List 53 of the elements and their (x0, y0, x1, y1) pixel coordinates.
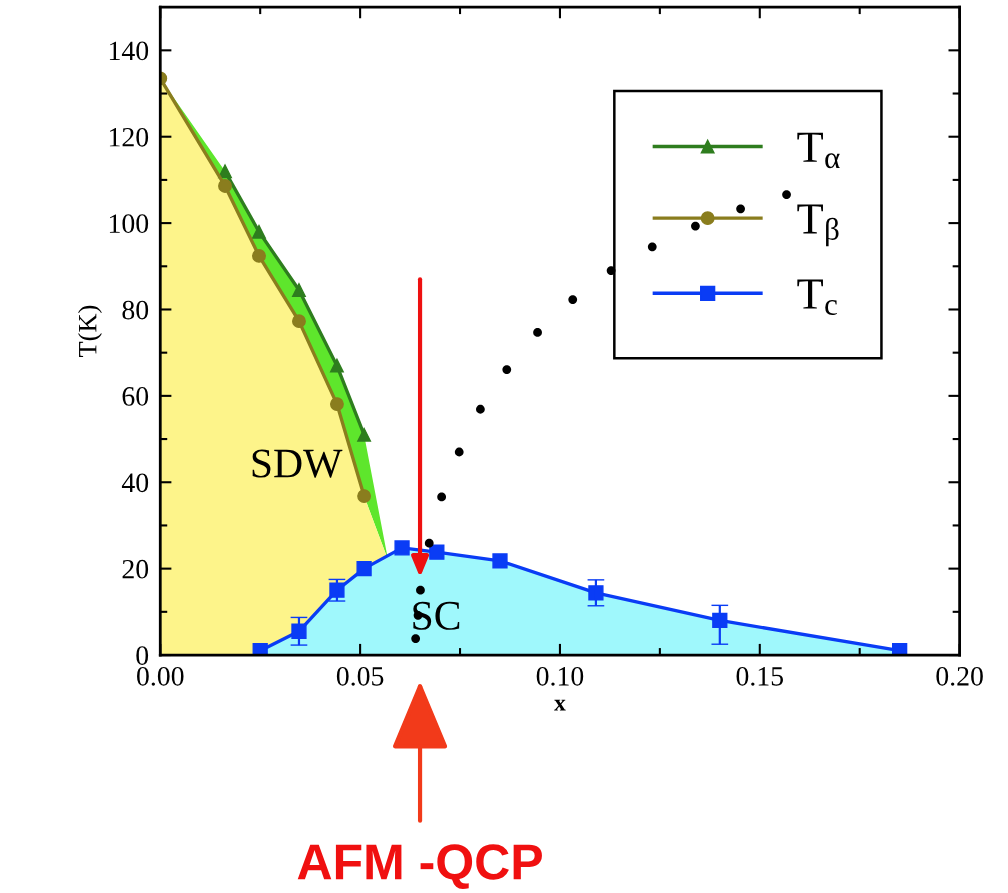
point (502, 365, 512, 374)
x-tick-label: 0.00 (137, 666, 184, 686)
annotation: SDW (252, 449, 343, 478)
x-tick-label: 0.20 (936, 666, 983, 686)
point (292, 283, 306, 297)
y-tick-label: 60 (122, 387, 149, 406)
point (416, 585, 425, 595)
point (356, 560, 372, 577)
point (437, 492, 447, 502)
y-tick-label: 80 (122, 300, 149, 320)
y-tick-label: 140 (109, 41, 149, 61)
point (329, 358, 344, 373)
legend-label: T$_{β}$ (797, 204, 839, 247)
point (329, 397, 344, 412)
x-tick-label: 0.10 (536, 666, 584, 686)
y-tick-label: 0 (136, 646, 149, 665)
y-tick-label: 100 (109, 214, 149, 234)
legend-label: T$_{c}$ (797, 279, 837, 316)
point (892, 643, 908, 656)
x-tick-label: 0.15 (736, 666, 783, 686)
point (394, 540, 410, 556)
point (357, 489, 372, 504)
point (252, 248, 266, 263)
y-tick-label: 40 (121, 473, 149, 493)
point (588, 585, 604, 601)
point (329, 582, 345, 598)
point (252, 643, 268, 656)
y-tick-label: 120 (109, 127, 149, 147)
point (218, 179, 232, 193)
legend-label: T$_{α}$ (797, 132, 840, 169)
point (411, 634, 421, 643)
point (647, 242, 657, 252)
point (568, 295, 578, 304)
point (476, 404, 485, 414)
point (252, 224, 266, 239)
point (533, 327, 542, 337)
x-tick-label: 0.05 (336, 666, 384, 686)
point (691, 221, 700, 231)
point (454, 447, 464, 457)
point (492, 553, 508, 569)
point (736, 204, 745, 214)
point (218, 164, 232, 179)
point (429, 544, 445, 560)
point (357, 427, 372, 442)
y-axis-title: T(K) (78, 305, 102, 357)
text: AFM -QCP (297, 844, 542, 889)
point (292, 314, 306, 329)
x-axis-title: x (554, 699, 566, 711)
y-tick-label: 20 (122, 559, 149, 579)
point (424, 538, 434, 548)
point (291, 623, 307, 639)
point (606, 266, 616, 275)
point (782, 190, 791, 199)
